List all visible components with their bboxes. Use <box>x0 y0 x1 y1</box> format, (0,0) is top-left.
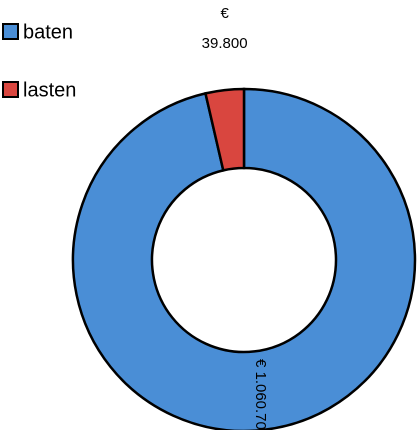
legend-swatch <box>2 81 19 98</box>
legend-label: baten <box>23 21 73 43</box>
data-label: €39.800 <box>202 5 248 52</box>
data-label: € 1.060.700 <box>252 359 269 430</box>
donut-slice <box>71 87 417 433</box>
donut-slice <box>203 87 246 172</box>
legend-swatch <box>2 23 19 40</box>
legend-label: lasten <box>23 79 76 101</box>
